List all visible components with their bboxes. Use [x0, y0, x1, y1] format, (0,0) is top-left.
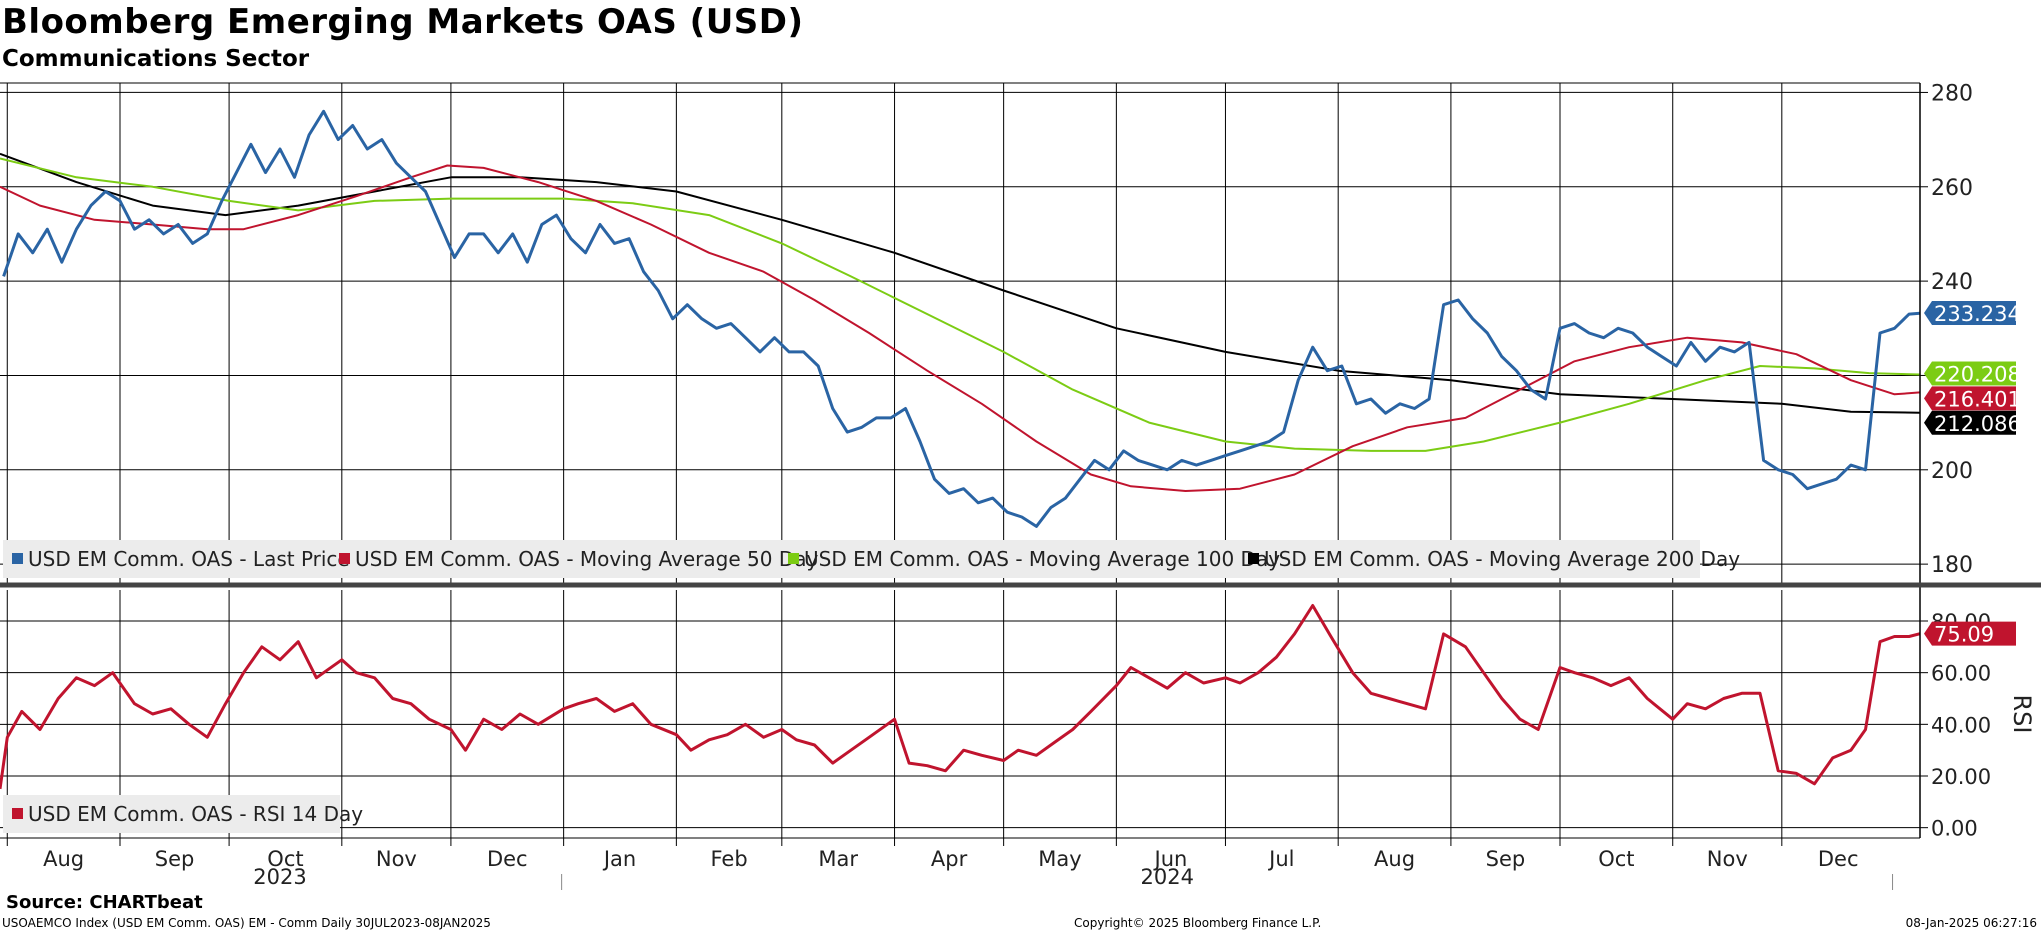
month-label: May [1038, 847, 1081, 871]
rsi-tick-label: 60.00 [1931, 662, 1991, 686]
legend-label: USD EM Comm. OAS - Last Price [28, 547, 350, 571]
month-label: Apr [931, 847, 968, 871]
grid-lines [0, 83, 1920, 838]
month-label: Oct [1598, 847, 1634, 871]
ma50-value-label-tag [1924, 386, 2016, 411]
price-tick-label: 260 [1931, 176, 1973, 201]
legend-price: USD EM Comm. OAS - Last Price USD EM Comm… [3, 540, 1740, 578]
month-label: Sep [155, 847, 195, 871]
legend-swatch [12, 553, 23, 564]
month-label: Jul [1267, 847, 1294, 871]
rsi-tick-label: 20.00 [1931, 765, 1991, 789]
month-label: Jan [602, 847, 636, 871]
legend-swatch [339, 553, 350, 564]
legend-rsi: USD EM Comm. OAS - RSI 14 Day [3, 795, 363, 833]
ma200-value-label: 212.086 [1934, 412, 2021, 436]
month-label: Dec [487, 847, 528, 871]
ma100-value-label: 220.208 [1934, 362, 2021, 386]
year-label: 2023 [253, 865, 306, 889]
month-label: Nov [1707, 847, 1748, 871]
series-ma200-line [0, 152, 1921, 414]
month-label: Dec [1818, 847, 1859, 871]
ma200-value-label-tag [1924, 410, 2016, 435]
month-label: Feb [710, 847, 747, 871]
rsi-tick-label: 40.00 [1931, 713, 1991, 737]
legend-label: USD EM Comm. OAS - RSI 14 Day [28, 802, 364, 826]
month-label: Aug [1374, 847, 1415, 871]
legend-swatch [1248, 553, 1259, 564]
legend-item: USD EM Comm. OAS - Moving Average 100 Da… [788, 540, 1280, 578]
series-last-price-line [2, 109, 1921, 528]
price-tick-label: 280 [1931, 81, 1973, 106]
legend-swatch [12, 808, 23, 819]
month-label: Sep [1486, 847, 1526, 871]
source-note: Source: CHARTbeat [6, 892, 203, 913]
series-ma100-line [0, 157, 1921, 452]
rsi-axis-title: RSI [2008, 695, 2036, 734]
month-label: Nov [376, 847, 417, 871]
legend-item: USD EM Comm. OAS - Moving Average 200 Da… [1248, 540, 1740, 578]
month-label: Jun [1153, 847, 1188, 871]
legend-item: USD EM Comm. OAS - Last Price [12, 540, 350, 578]
rsi-value-label-tag [1924, 621, 2016, 646]
price-tick-label: 200 [1931, 459, 1973, 484]
legend-label: USD EM Comm. OAS - Moving Average 50 Day [355, 547, 819, 571]
rsi-value-label: 75.09 [1934, 623, 1994, 647]
legend-label: USD EM Comm. OAS - Moving Average 200 Da… [1264, 547, 1741, 571]
rsi-tick-label: 0.00 [1931, 817, 1978, 841]
ma100-value-label-tag [1924, 361, 2016, 386]
footer-timestamp: 08-Jan-2025 06:27:16 [1905, 916, 2037, 930]
series-ma50-line [0, 164, 1921, 492]
ma50-value-label: 216.401 [1934, 387, 2021, 411]
series-rsi-line [0, 604, 1921, 790]
price-tick-label: 240 [1931, 270, 1973, 295]
last-price-value-label: 233.234 [1934, 302, 2021, 326]
legend-label: USD EM Comm. OAS - Moving Average 100 Da… [804, 547, 1281, 571]
legend-item: USD EM Comm. OAS - Moving Average 50 Day [339, 540, 818, 578]
axes: 1802002202402602800.0020.0040.0060.0080.… [0, 81, 2041, 890]
chart-title: Bloomberg Emerging Markets OAS (USD) [2, 2, 804, 42]
month-label: Aug [43, 847, 84, 871]
footer-copyright: Copyright© 2025 Bloomberg Finance L.P. [1074, 916, 1322, 930]
year-label: 2024 [1141, 865, 1194, 889]
month-label: Mar [818, 847, 858, 871]
chart-subtitle: Communications Sector [2, 46, 310, 72]
last-price-value-label-tag [1924, 301, 2016, 326]
legend-swatch [788, 553, 799, 564]
month-label: Oct [267, 847, 303, 871]
series-lines [0, 109, 1921, 790]
legend-item: USD EM Comm. OAS - RSI 14 Day [12, 795, 363, 833]
footer-ticker-info: USOAEMCO Index (USD EM Comm. OAS) EM - C… [2, 916, 491, 930]
price-tick-label: 180 [1931, 553, 1973, 578]
